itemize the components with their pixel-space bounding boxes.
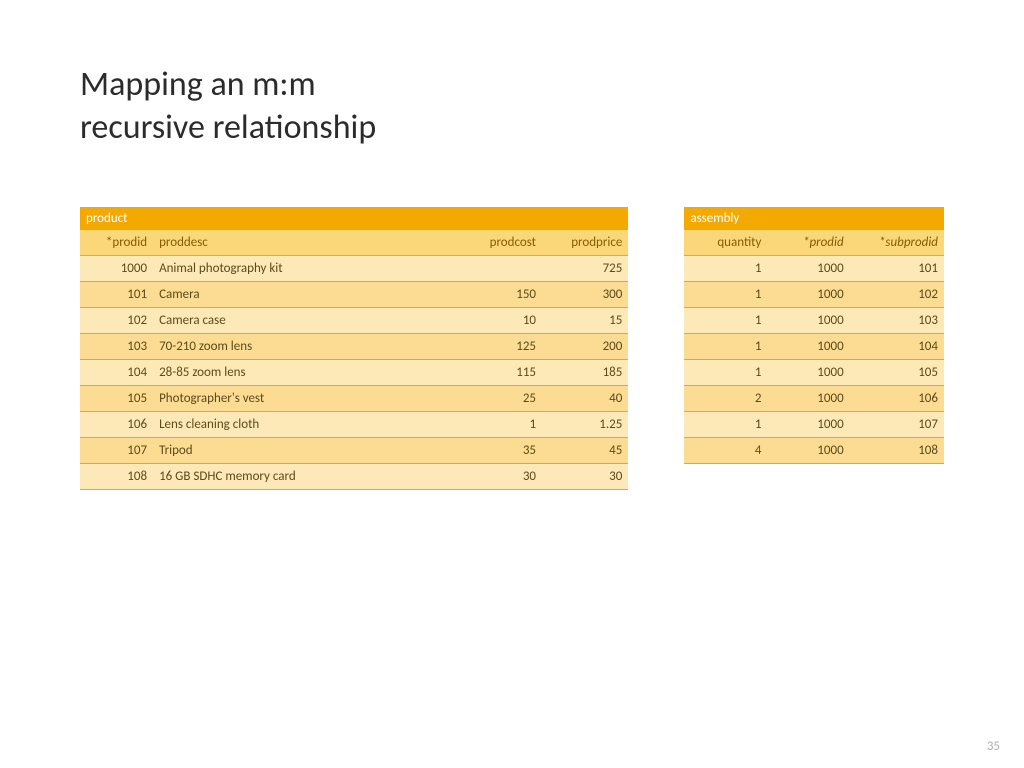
assembly-cell: 108 <box>850 438 944 464</box>
assembly-cell: 1 <box>684 282 767 308</box>
product-cell: 105 <box>80 386 153 412</box>
assembly-col-2: *subprodid <box>850 230 944 256</box>
assembly-row: 21000106 <box>684 386 944 412</box>
product-cell: 30 <box>542 464 628 490</box>
product-row: 107Tripod3545 <box>80 438 628 464</box>
product-row: 10370-210 zoom lens125200 <box>80 334 628 360</box>
product-row: 105Photographer's vest2540 <box>80 386 628 412</box>
product-cell: 150 <box>457 282 542 308</box>
assembly-cell: 1000 <box>767 438 849 464</box>
title-line-1: Mapping an m:m <box>80 64 316 105</box>
assembly-cell: 1000 <box>767 386 849 412</box>
assembly-cell: 1 <box>684 334 767 360</box>
product-cell: 40 <box>542 386 628 412</box>
product-cell: 107 <box>80 438 153 464</box>
assembly-row: 11000102 <box>684 282 944 308</box>
product-cell: Photographer's vest <box>153 386 457 412</box>
product-cell: Camera case <box>153 308 457 334</box>
tables-container: product*prodidproddescprodcostprodprice1… <box>80 207 944 490</box>
product-cell: Animal photography kit <box>153 256 457 282</box>
product-cell: 101 <box>80 282 153 308</box>
product-cell: 16 GB SDHC memory card <box>153 464 457 490</box>
product-cell: 102 <box>80 308 153 334</box>
assembly-cell: 1000 <box>767 412 849 438</box>
product-cell: 70-210 zoom lens <box>153 334 457 360</box>
assembly-cell: 102 <box>850 282 944 308</box>
assembly-cell: 1 <box>684 308 767 334</box>
product-cell: 35 <box>457 438 542 464</box>
product-row: 101Camera150300 <box>80 282 628 308</box>
product-cell: 725 <box>542 256 628 282</box>
product-cell: Tripod <box>153 438 457 464</box>
product-cell: 103 <box>80 334 153 360</box>
assembly-cell: 103 <box>850 308 944 334</box>
assembly-cell: 1000 <box>767 360 849 386</box>
assembly-cell: 107 <box>850 412 944 438</box>
assembly-row: 11000103 <box>684 308 944 334</box>
assembly-cell: 1000 <box>767 282 849 308</box>
product-row: 102Camera case1015 <box>80 308 628 334</box>
assembly-name: assembly <box>684 207 944 230</box>
product-cell: 108 <box>80 464 153 490</box>
page-number: 35 <box>987 739 1000 754</box>
assembly-row: 11000104 <box>684 334 944 360</box>
product-cell: 28-85 zoom lens <box>153 360 457 386</box>
assembly-cell: 106 <box>850 386 944 412</box>
assembly-cell: 1000 <box>767 334 849 360</box>
assembly-cell: 1000 <box>767 308 849 334</box>
product-cell: 15 <box>542 308 628 334</box>
product-row: 10816 GB SDHC memory card3030 <box>80 464 628 490</box>
product-cell: 115 <box>457 360 542 386</box>
product-table: product*prodidproddescprodcostprodprice1… <box>80 207 628 490</box>
assembly-col-1: *prodid <box>767 230 849 256</box>
assembly-row: 41000108 <box>684 438 944 464</box>
product-cell: 106 <box>80 412 153 438</box>
product-cell: 200 <box>542 334 628 360</box>
assembly-row: 11000105 <box>684 360 944 386</box>
assembly-cell: 1 <box>684 256 767 282</box>
product-row: 1000Animal photography kit 725 <box>80 256 628 282</box>
product-cell: 30 <box>457 464 542 490</box>
slide-title: Mapping an m:m recursive relationship <box>80 64 944 149</box>
product-cell: 1.25 <box>542 412 628 438</box>
product-cell: 300 <box>542 282 628 308</box>
assembly-cell: 101 <box>850 256 944 282</box>
product-cell: Lens cleaning cloth <box>153 412 457 438</box>
assembly-row: 11000107 <box>684 412 944 438</box>
product-col-2: prodcost <box>457 230 542 256</box>
assembly-cell: 104 <box>850 334 944 360</box>
assembly-cell: 1000 <box>767 256 849 282</box>
product-header-row: *prodidproddescprodcostprodprice <box>80 230 628 256</box>
assembly-cell: 1 <box>684 412 767 438</box>
product-col-1: proddesc <box>153 230 457 256</box>
assembly-header-row: quantity*prodid*subprodid <box>684 230 944 256</box>
product-cell: 1 <box>457 412 542 438</box>
product-cell: 10 <box>457 308 542 334</box>
product-cell <box>457 256 542 282</box>
product-cell: 25 <box>457 386 542 412</box>
title-line-2: recursive relationship <box>80 107 376 148</box>
assembly-table: assemblyquantity*prodid*subprodid1100010… <box>684 207 944 464</box>
assembly-col-0: quantity <box>684 230 767 256</box>
assembly-cell: 1 <box>684 360 767 386</box>
product-row: 106Lens cleaning cloth11.25 <box>80 412 628 438</box>
assembly-cell: 2 <box>684 386 767 412</box>
slide: Mapping an m:m recursive relationship pr… <box>0 0 1024 768</box>
product-cell: 104 <box>80 360 153 386</box>
product-row: 10428-85 zoom lens115185 <box>80 360 628 386</box>
product-col-3: prodprice <box>542 230 628 256</box>
assembly-cell: 4 <box>684 438 767 464</box>
product-cell: 125 <box>457 334 542 360</box>
product-col-0: *prodid <box>80 230 153 256</box>
product-cell: 185 <box>542 360 628 386</box>
assembly-cell: 105 <box>850 360 944 386</box>
product-name: product <box>80 207 628 230</box>
product-cell: 1000 <box>80 256 153 282</box>
product-cell: 45 <box>542 438 628 464</box>
assembly-row: 11000101 <box>684 256 944 282</box>
product-cell: Camera <box>153 282 457 308</box>
